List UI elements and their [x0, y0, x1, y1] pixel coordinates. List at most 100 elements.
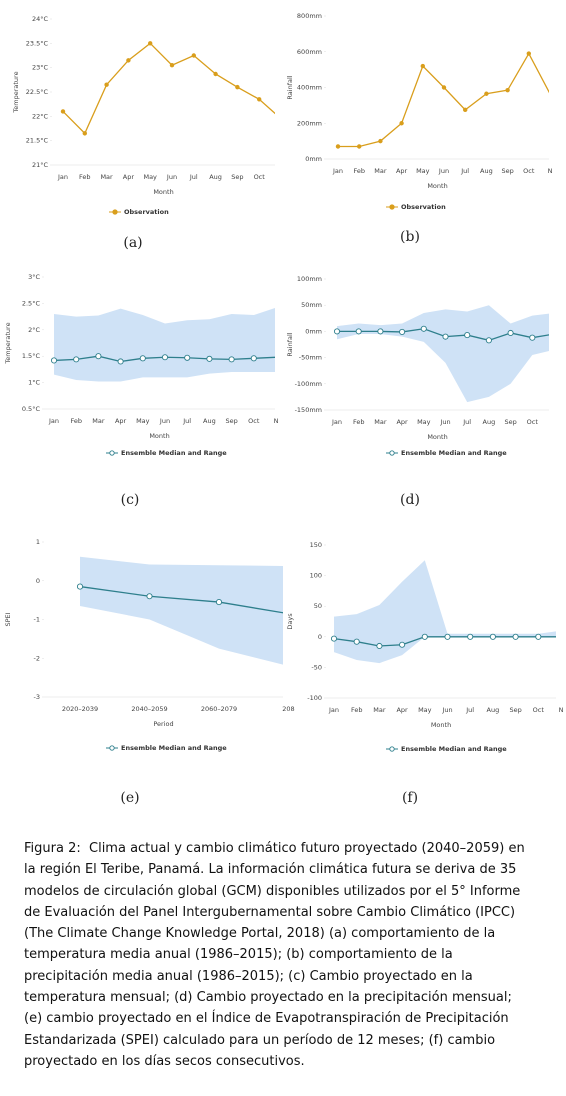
caption: Figura 2: Clima actual y cambio climátic…: [24, 838, 532, 1072]
y-tick-label: 2°C: [28, 326, 40, 334]
point: [485, 337, 492, 344]
x-tick-label: May: [416, 167, 430, 175]
point: [330, 635, 338, 642]
range-band: [80, 556, 283, 665]
x-tick-label: 2060–2079: [201, 705, 237, 713]
point: [50, 357, 58, 364]
x-tick-label: Mar: [374, 418, 387, 426]
point: [421, 633, 428, 640]
panel-label: (e): [120, 790, 139, 806]
y-tick-label: 0: [36, 577, 40, 585]
y-axis-label: SPEI: [4, 612, 12, 626]
plot-area: [60, 41, 275, 136]
point: [467, 633, 474, 640]
x-tick-label: Jul: [462, 418, 471, 426]
point: [376, 642, 383, 650]
point: [126, 58, 131, 63]
x-tick-label: Aug: [203, 417, 216, 425]
point: [526, 51, 531, 56]
x-tick-label: Feb: [353, 418, 365, 426]
point: [60, 109, 66, 114]
x-axis-label: Month: [149, 432, 169, 440]
point: [139, 355, 146, 362]
figure: 21°C 21.5°C 22°C 22.5°C 23°C 23.5°C 24°C Jan Feb…: [4, 12, 564, 806]
x-tick-label: Mar: [92, 417, 105, 425]
plot-area: [330, 560, 556, 664]
chart: -100 -50 0 50 100 150 Jan Feb Mar Apr May Jun Jul Aug…: [286, 541, 564, 806]
y-tick-label: 100: [310, 572, 322, 580]
chart: 21°C 21.5°C 22°C 22.5°C 23°C 23.5°C 24°C Jan Feb…: [12, 15, 275, 251]
legend-label: Ensemble Median and Range: [121, 744, 227, 752]
point: [535, 633, 542, 640]
x-tick-label: Jul: [460, 167, 469, 175]
plot-area: [333, 305, 549, 403]
y-axis-label: Rainfall: [286, 75, 294, 99]
point: [146, 593, 153, 600]
point: [355, 328, 362, 335]
y-tick-label: 3°C: [28, 273, 40, 281]
legend-label: Ensemble Median and Range: [121, 449, 227, 457]
x-axis-label: Month: [431, 721, 451, 729]
x-tick-label: Mar: [374, 167, 387, 175]
x-tick-label: Jul: [189, 173, 198, 181]
y-axis-label: Rainfall: [286, 332, 294, 356]
y-tick-label: 21.5°C: [26, 137, 49, 145]
point: [335, 144, 341, 149]
x-tick-label: Feb: [351, 706, 363, 714]
x-tick-label: Oct: [527, 418, 539, 426]
legend-label: Ensemble Median and Range: [401, 745, 507, 753]
x-tick-label: Aug: [209, 173, 222, 181]
legend-marker: [109, 450, 115, 456]
plot-area: [335, 51, 549, 149]
y-axis-label: Days: [286, 613, 294, 630]
y-tick-label: 200mm: [297, 119, 322, 127]
x-tick-label: Jun: [438, 167, 449, 175]
point: [104, 82, 109, 87]
point: [444, 633, 451, 640]
x-axis-label: Month: [153, 188, 173, 196]
x-tick-label: Aug: [487, 706, 500, 714]
series-line: [79, 585, 283, 614]
y-tick-label: -100: [307, 694, 322, 702]
y-axis-label: Temperature: [4, 322, 12, 364]
point: [73, 356, 80, 363]
y-tick-label: 0mm: [305, 327, 322, 335]
point: [228, 356, 235, 363]
y-tick-label: 1: [36, 538, 40, 546]
y-tick-label: 0.5°C: [22, 405, 41, 413]
y-tick-label: -3: [34, 693, 40, 701]
legend-marker: [389, 746, 395, 752]
x-tick-label: Jan: [331, 418, 342, 426]
x-tick-label: Mar: [100, 173, 113, 181]
chart: -3 -2 -1 0 1 2020–2039 2040–2059 2060–2079 208 Pe…: [4, 538, 295, 806]
point: [169, 63, 175, 68]
y-tick-label: 0mm: [305, 155, 322, 163]
x-tick-label: Aug: [483, 418, 496, 426]
panel-label: (a): [123, 235, 142, 251]
x-axis-label: Month: [427, 433, 447, 441]
x-tick-label: Apr: [396, 706, 408, 714]
x-tick-label: Jan: [57, 173, 68, 181]
point: [117, 358, 124, 365]
caption-text: Clima actual y cambio climático futuro p…: [24, 841, 525, 1069]
x-axis-label: Period: [153, 720, 173, 728]
y-tick-label: -100mm: [295, 380, 322, 388]
legend-marker: [109, 745, 115, 751]
point: [250, 355, 257, 362]
x-tick-label: Jan: [332, 167, 343, 175]
x-tick-label: Jun: [166, 173, 177, 181]
y-tick-label: 1°C: [28, 379, 40, 387]
point: [464, 332, 471, 339]
point: [333, 328, 341, 335]
chart: 0mm 200mm 400mm 600mm 800mm Jan Feb Mar Apr May Ju…: [286, 12, 553, 245]
point: [235, 84, 240, 90]
plot-area: [50, 307, 275, 382]
point: [505, 87, 510, 93]
series-line: [62, 42, 275, 135]
point: [441, 85, 447, 90]
point: [191, 53, 196, 58]
point: [357, 144, 362, 149]
y-tick-label: 21°C: [32, 161, 49, 169]
y-tick-label: -2: [34, 654, 40, 662]
x-tick-label: Sep: [501, 167, 513, 175]
